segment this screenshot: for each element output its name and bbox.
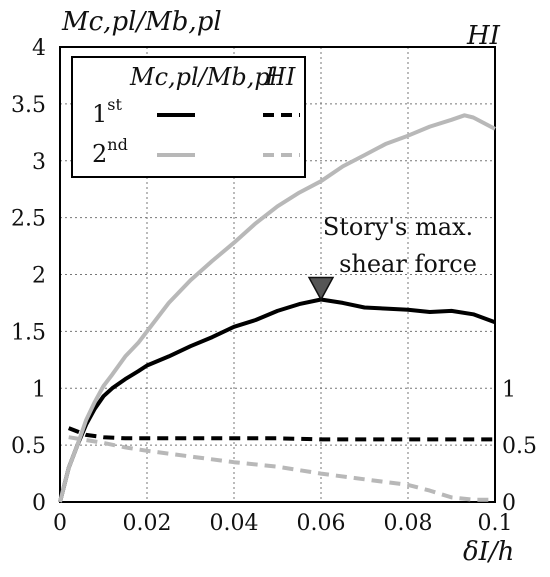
left-y-tick-label: 2 (32, 264, 46, 289)
left-y-tick-label: 1.5 (11, 320, 46, 345)
legend-row-2nd-sup: nd (107, 135, 128, 154)
series-line-2nd-moment-ratio (58, 113, 496, 503)
plot-frame (59, 46, 496, 503)
max-shear-annotation: Story's max. shear force (307, 213, 477, 302)
max-shear-marker-triangle (307, 276, 335, 302)
left-y-tick-label: 3.5 (11, 93, 46, 118)
legend-header-h: HI (264, 63, 296, 91)
right-y-tick-labels: 00.51 (502, 377, 537, 516)
legend: Mc,pl/Mb,pl HI 1st 2nd (71, 56, 306, 178)
left-y-tick-label: 1 (32, 377, 46, 402)
left-y-tick-labels: 0 0.5 1 1.5 2 2.5 3 3.5 4 (11, 36, 46, 516)
x-tick-label: 0.02 (123, 511, 172, 536)
series-layer (58, 113, 496, 503)
x-tick-label: 0.1 (478, 511, 513, 536)
x-tick-label: 0.08 (384, 511, 433, 536)
legend-row-1st-sup: st (107, 95, 122, 114)
legend-header-moment: Mc,pl/Mb,pl (129, 63, 277, 91)
left-y-tick-label: 3 (32, 150, 46, 175)
annotation-line-2: shear force (339, 250, 477, 278)
right-y-tick-label: 1 (502, 377, 516, 402)
right-y-tick-label: 0 (502, 491, 516, 516)
right-y-tick-label: 0.5 (502, 434, 537, 459)
left-y-tick-label: 0.5 (11, 434, 46, 459)
left-y-tick-label: 0 (32, 491, 46, 516)
right-y-axis-title: HI (466, 21, 501, 51)
x-axis-title: δI/h (463, 537, 514, 567)
left-y-tick-label: 4 (32, 36, 46, 61)
x-tick-labels: 0 0.02 0.04 0.06 0.08 0.1 (53, 511, 513, 536)
series-line-1st-moment-ratio (58, 297, 496, 503)
legend-row-1st-number: 1 (92, 100, 107, 128)
x-tick-label: 0.04 (210, 511, 259, 536)
left-y-axis-title: Mc,pl/Mb,pl (61, 7, 222, 37)
legend-row-2nd-label: 2nd (92, 135, 128, 168)
series-line-1st-hi (67, 426, 495, 442)
legend-row-2nd-number: 2 (92, 140, 107, 168)
annotation-line-1: Story's max. (323, 213, 473, 241)
x-tick-label: 0 (53, 511, 67, 536)
x-tick-label: 0.06 (297, 511, 346, 536)
series-line-2nd-hi (68, 435, 495, 502)
left-y-tick-label: 2.5 (11, 207, 46, 232)
legend-row-1st-label: 1st (92, 95, 122, 128)
